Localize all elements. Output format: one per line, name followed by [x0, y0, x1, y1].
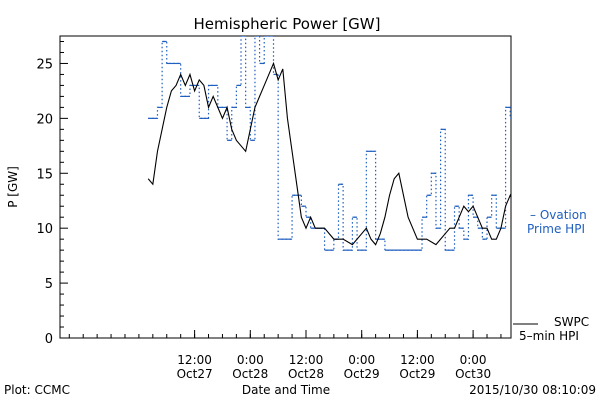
- x-tick-label-date: Oct29: [344, 367, 380, 381]
- series-line-swpc: [147, 61, 511, 246]
- y-axis-label: P [GW]: [6, 166, 20, 208]
- series-layer: [147, 36, 511, 251]
- y-tick-label: 5: [45, 277, 53, 292]
- x-tick-label-time: 0:00: [460, 353, 487, 367]
- y-tick-label: 0: [45, 332, 53, 347]
- x-tick-label-date: Oct27: [177, 367, 213, 381]
- x-tick-label-date: Oct29: [399, 367, 435, 381]
- x-tick-label-date: Oct28: [288, 367, 324, 381]
- footer-timestamp: 2015/10/30 08:10:09: [469, 383, 596, 397]
- x-tick-label-time: 12:00: [289, 353, 324, 367]
- y-tick-label: 20: [36, 112, 53, 127]
- x-tick-label-date: Oct30: [455, 367, 491, 381]
- x-tick-label-time: 0:00: [237, 353, 264, 367]
- x-axis-label: Date and Time: [242, 383, 330, 397]
- legend-swpc-line1: SWPC: [554, 315, 589, 329]
- y-axis: 0 5 10 15 20 25: [36, 40, 68, 347]
- x-axis: 12:00Oct270:00Oct2812:00Oct280:00Oct2912…: [68, 330, 502, 381]
- legend-swpc-line2: 5–min HPI: [519, 329, 579, 343]
- legend: – Ovation Prime HPI SWPC 5–min HPI: [513, 208, 589, 343]
- x-tick-label-time: 0:00: [348, 353, 375, 367]
- x-tick-label-time: 12:00: [400, 353, 435, 367]
- footer-credit: Plot: CCMC: [4, 383, 70, 397]
- x-tick-label-date: Oct28: [232, 367, 268, 381]
- series-line-ovation: [148, 36, 511, 251]
- y-tick-label: 10: [36, 222, 53, 237]
- legend-ovation-line1: – Ovation: [530, 208, 587, 222]
- y-tick-label: 25: [36, 57, 53, 72]
- chart-title: Hemispheric Power [GW]: [194, 15, 381, 33]
- y-tick-label: 15: [36, 167, 53, 182]
- legend-ovation-line2: Prime HPI: [527, 222, 585, 236]
- x-tick-label-time: 12:00: [177, 353, 212, 367]
- plot-frame: [59, 35, 512, 339]
